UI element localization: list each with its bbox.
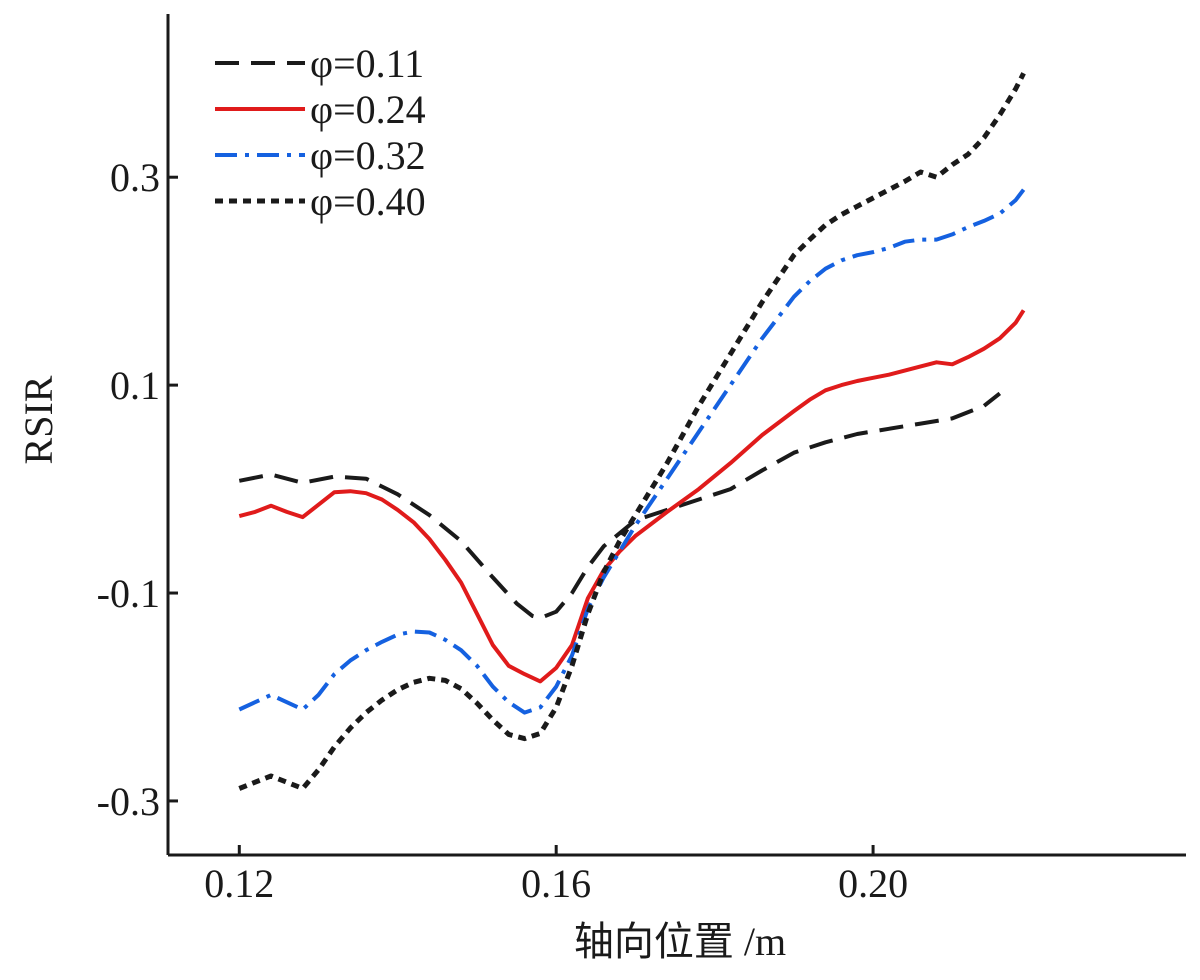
y-tick-label: 0.1 — [110, 363, 160, 408]
legend-label-4: φ=0.40 — [310, 179, 426, 224]
tick-labels: 0.12 0.16 0.20 -0.3 -0.1 0.1 0.3 — [97, 155, 908, 906]
tick-marks — [168, 175, 875, 855]
legend: φ=0.11φ=0.24φ=0.32φ=0.40 — [215, 41, 426, 224]
x-tick-label: 0.16 — [521, 861, 591, 906]
series-line-2 — [238, 309, 1026, 684]
series-line-1 — [238, 391, 1002, 620]
y-tick-label: -0.3 — [97, 779, 160, 824]
legend-label-3: φ=0.32 — [310, 133, 426, 178]
y-tick-label: 0.3 — [110, 155, 160, 200]
legend-label-2: φ=0.24 — [310, 87, 426, 132]
y-tick-label: -0.1 — [97, 571, 160, 616]
x-tick-label: 0.12 — [204, 861, 274, 906]
series-layer — [238, 72, 1026, 791]
series-line-3 — [238, 188, 1026, 715]
x-tick-label: 0.20 — [838, 861, 908, 906]
legend-label-1: φ=0.11 — [310, 41, 424, 86]
x-axis-title: 轴向位置 /m — [574, 919, 786, 964]
y-axis-title: RSIR — [16, 375, 61, 464]
series-line-4 — [238, 72, 1026, 791]
axes — [166, 14, 1186, 857]
